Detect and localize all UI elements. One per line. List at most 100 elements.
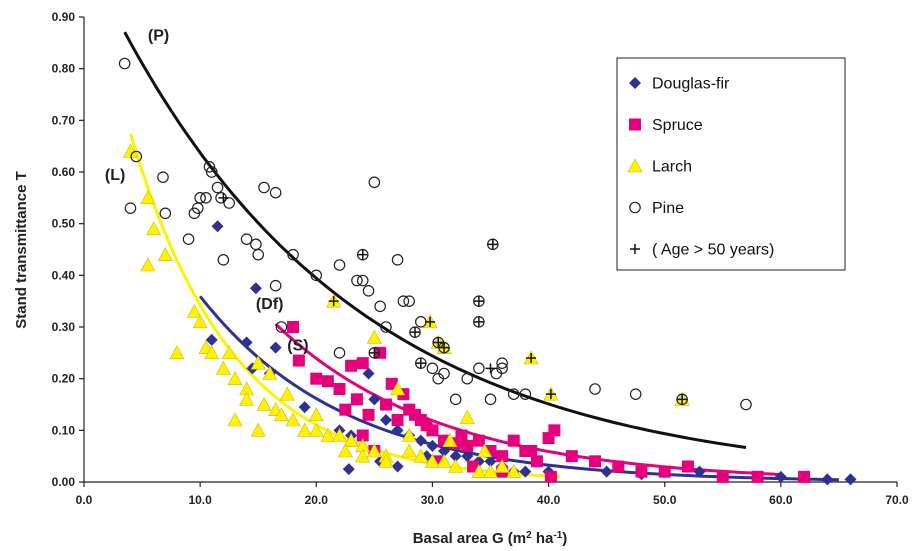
larch-point bbox=[494, 458, 510, 473]
pine-point bbox=[124, 202, 137, 214]
douglas-point bbox=[298, 401, 311, 414]
pine-point bbox=[362, 285, 375, 297]
pine-point bbox=[182, 233, 195, 245]
x-axis-title: Basal area G (m2 ha-1) bbox=[413, 530, 568, 548]
douglas-point bbox=[600, 465, 613, 478]
spruce-point bbox=[612, 460, 625, 473]
pine-point bbox=[333, 259, 346, 271]
larch-point bbox=[390, 381, 406, 396]
pine-point bbox=[415, 357, 427, 369]
pine-point bbox=[223, 197, 235, 209]
pine-point bbox=[391, 254, 404, 266]
larch-point bbox=[122, 143, 138, 158]
pine-point bbox=[250, 238, 262, 251]
legend-larch-label: Larch bbox=[652, 159, 692, 176]
douglas-point bbox=[211, 220, 224, 233]
pine-point bbox=[461, 372, 474, 385]
douglas-point bbox=[438, 445, 451, 457]
plot-area: 0.0 10.0 20.0 30.0 40.0 50.0 60.0 70.0 0.00 0.10 0… bbox=[52, 10, 909, 507]
pine-point bbox=[269, 186, 282, 199]
pine-point bbox=[473, 295, 485, 307]
douglas-point bbox=[426, 439, 439, 452]
legend: Douglas-fir Spruce Larch Pine ( Age > 50 yea… bbox=[616, 57, 846, 271]
legend-spruce-label: Spruce bbox=[652, 117, 703, 134]
spruce-point bbox=[374, 346, 387, 359]
pine-point bbox=[203, 161, 216, 173]
spruce-point bbox=[681, 460, 694, 473]
larch-point bbox=[401, 443, 417, 458]
larch-point bbox=[355, 448, 371, 463]
axis-ticks: 0.0 10.0 20.0 30.0 40.0 50.0 60.0 70.0 0.00 0.10 0… bbox=[52, 10, 909, 507]
pine-point bbox=[629, 388, 642, 400]
douglas-point bbox=[449, 450, 462, 463]
x-tick-label: 30.0 bbox=[421, 493, 445, 507]
x-tick-label: 50.0 bbox=[653, 493, 677, 507]
age-over-50-point bbox=[545, 389, 556, 400]
spruce-point bbox=[496, 450, 509, 463]
douglas-point bbox=[484, 455, 497, 468]
pine-point bbox=[356, 248, 369, 261]
pine-point bbox=[473, 362, 485, 375]
pine-point bbox=[415, 316, 427, 328]
pine-point bbox=[484, 393, 497, 406]
x-tick-label: 60.0 bbox=[769, 493, 793, 507]
x-tick-label: 70.0 bbox=[885, 493, 909, 507]
pine-point bbox=[409, 326, 421, 338]
pine-point bbox=[368, 347, 381, 359]
curve-label: (S) bbox=[287, 337, 308, 354]
spruce-point bbox=[798, 470, 811, 483]
age-over-50-point bbox=[410, 327, 421, 338]
spruce-point bbox=[339, 403, 352, 416]
pine-point bbox=[287, 248, 299, 261]
pine-point bbox=[676, 393, 688, 406]
pine-point bbox=[426, 362, 439, 375]
x-tick-label: 10.0 bbox=[188, 493, 212, 507]
douglas-point bbox=[519, 465, 532, 478]
pine-point bbox=[194, 192, 206, 204]
douglas-point bbox=[391, 424, 404, 437]
spruce-point bbox=[565, 450, 578, 463]
pine-point bbox=[252, 248, 265, 261]
larch-point bbox=[146, 221, 162, 236]
pine-point bbox=[333, 347, 346, 359]
spruce-point bbox=[356, 357, 369, 370]
larch-point bbox=[215, 360, 231, 375]
douglas-point bbox=[379, 414, 392, 426]
larch-point bbox=[366, 329, 382, 344]
pine-point bbox=[397, 295, 410, 307]
larch-point bbox=[471, 464, 487, 478]
curve-labels: (P) (L) (Df) (S) bbox=[105, 27, 309, 354]
age-over-50-point bbox=[439, 342, 450, 353]
pine-point bbox=[589, 383, 601, 395]
pine-point bbox=[240, 233, 253, 245]
larch-point bbox=[442, 433, 458, 447]
spruce-point bbox=[350, 393, 363, 406]
larch-point bbox=[204, 345, 220, 360]
larch-point bbox=[297, 422, 313, 437]
spruce-point bbox=[525, 445, 538, 457]
y-axis-title: Stand transmittance T bbox=[13, 171, 30, 329]
larch-point bbox=[140, 190, 156, 205]
age-over-50-point bbox=[328, 296, 339, 307]
larch-point bbox=[192, 314, 208, 329]
age-over-50-point bbox=[487, 239, 498, 250]
larch-point bbox=[424, 453, 440, 468]
age-over-50-point bbox=[218, 192, 229, 203]
larch-point bbox=[285, 412, 301, 427]
y-tick-label: 0.10 bbox=[52, 423, 76, 437]
larch-point bbox=[413, 448, 429, 463]
x-tick-label: 0.0 bbox=[76, 493, 93, 507]
pine-point bbox=[205, 166, 218, 178]
y-tick-label: 0.90 bbox=[52, 10, 76, 24]
pine-point bbox=[217, 254, 230, 266]
pine-point bbox=[130, 150, 143, 163]
curve-label: (P) bbox=[148, 27, 169, 44]
spruce-point bbox=[589, 455, 602, 468]
larch-point bbox=[337, 443, 353, 458]
larch-point bbox=[401, 427, 417, 442]
pine-point bbox=[473, 316, 485, 328]
pine-point bbox=[159, 207, 172, 220]
pine-point bbox=[258, 181, 270, 194]
spruce-point bbox=[635, 465, 648, 478]
